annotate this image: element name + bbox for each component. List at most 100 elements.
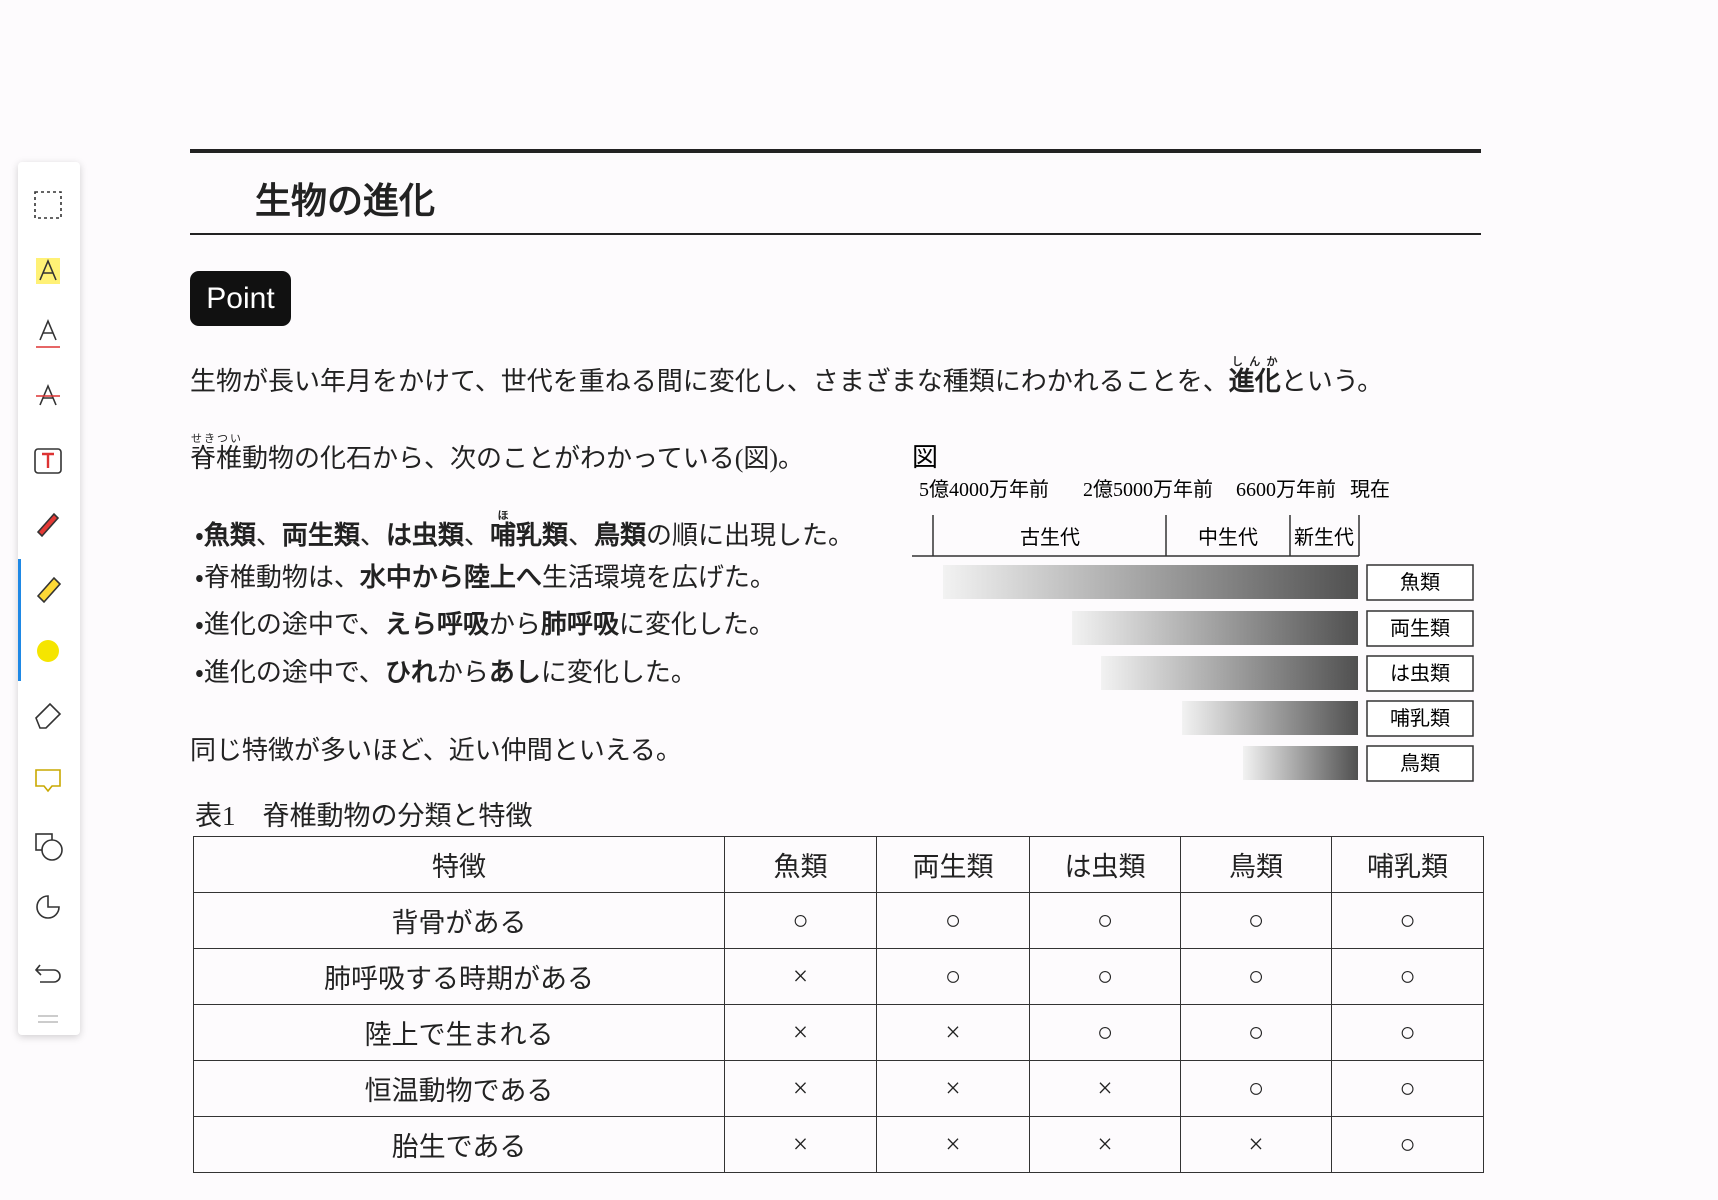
- group-label: は虫類: [1390, 662, 1450, 685]
- bullet-marker: ・: [195, 610, 204, 639]
- textbox-icon[interactable]: [34, 448, 62, 474]
- era-label: 古生代: [1020, 526, 1080, 549]
- shape-icon-circle: [41, 839, 63, 861]
- bullet-text: あし: [488, 657, 541, 687]
- table-feature-cell: 背骨がある: [193, 892, 725, 949]
- bullet-text: 鳥類: [593, 521, 646, 550]
- bullet-text: 、: [567, 521, 594, 550]
- fossil-ruby: せきつい: [190, 433, 243, 445]
- bullet-marker: ・: [195, 657, 204, 687]
- table-mark-cell: ○: [1331, 1116, 1484, 1173]
- bullet-text: から: [436, 657, 489, 687]
- bold-text: 肺呼吸: [541, 610, 619, 639]
- table-mark-cell: ○: [1029, 892, 1181, 949]
- bullet-text: 、: [359, 521, 386, 550]
- table-feature-cell: 恒温動物である: [193, 1060, 725, 1117]
- ruby-base: 哺: [489, 521, 516, 550]
- intro-ruby: しんか: [1228, 356, 1281, 368]
- table-mark-cell: ○: [1029, 1004, 1181, 1061]
- table-caption: 表1 脊椎動物の分類と特徴: [195, 801, 533, 831]
- table-header-cell: は虫類: [1029, 836, 1181, 893]
- table-feature-cell: 胎生である: [193, 1116, 725, 1173]
- table-mark-cell: ×: [1180, 1116, 1332, 1173]
- table-mark-cell: ○: [876, 948, 1030, 1005]
- time-label: 2億5000万年前: [1083, 478, 1213, 501]
- group-box: [1366, 610, 1474, 647]
- toolbar: [18, 162, 80, 1035]
- time-label: 6600万年前: [1236, 478, 1336, 501]
- bullet-text: えら呼吸: [384, 610, 489, 639]
- appearance-bar: [1101, 656, 1358, 690]
- intro-term-text: 進化: [1228, 367, 1281, 396]
- fossil-text: 脊椎せきつい動物の化石から、次のことがわかっている(図)。: [190, 433, 804, 479]
- bullet-text: 生活環境を広げた。: [541, 562, 776, 592]
- bullet-text: 魚類: [203, 521, 256, 550]
- table-row: 胎生である × × × × ○: [193, 1116, 1484, 1173]
- highlighter-icon[interactable]: [36, 576, 62, 604]
- table-mark-cell: ○: [1180, 1004, 1332, 1061]
- bold-text: あし: [489, 658, 541, 687]
- table-feature-cell: 肺呼吸する時期がある: [193, 948, 725, 1005]
- table-mark-cell: ×: [724, 1060, 877, 1117]
- table-mark-cell: ×: [876, 1116, 1030, 1173]
- select-icon[interactable]: [34, 191, 62, 219]
- bold-text: 哺ほ: [489, 510, 516, 550]
- table-header-cell: 両生類: [876, 836, 1030, 893]
- conclusion: 同じ特徴が多いほど、近い仲間といえる。: [190, 736, 682, 765]
- bullet-text: 両生類: [281, 521, 360, 550]
- bold-text: 乳類: [516, 521, 568, 550]
- era-label: 新生代: [1294, 526, 1354, 549]
- ruby-text: 哺ほ: [489, 510, 516, 550]
- underline-glyph[interactable]: [39, 318, 57, 341]
- table-mark-cell: ×: [1029, 1116, 1181, 1173]
- bullet: ・魚類、両生類、は虫類、哺ほ乳類、鳥類の順に出現した。: [195, 510, 854, 558]
- table-header-cell: 特徴: [193, 836, 725, 893]
- table-mark-cell: ×: [724, 1004, 877, 1061]
- table-mark-cell: ×: [1029, 1060, 1181, 1117]
- bullet-text: 進化の途中で、: [203, 610, 385, 639]
- bullet-text: 、: [255, 521, 282, 550]
- undo-icon[interactable]: [34, 964, 61, 983]
- eraser-icon[interactable]: [35, 702, 62, 729]
- era-frame: [912, 515, 1360, 557]
- intro-term: 進化しんか: [1228, 356, 1281, 396]
- highlight-text-glyph: [39, 258, 57, 281]
- time-label: 5億4000万年前: [919, 478, 1049, 501]
- active-indicator: [18, 559, 21, 681]
- bold-text: 水中から陸上へ: [360, 563, 542, 592]
- bullet-text: の順に出現した。: [646, 521, 855, 550]
- bullet-text: 乳類: [515, 521, 568, 550]
- bullet-marker: ・: [195, 521, 204, 550]
- table-header-cell: 魚類: [724, 836, 877, 893]
- color-picker[interactable]: [37, 640, 59, 662]
- bullet-text: 水中から陸上へ: [359, 562, 542, 592]
- table-header-cell: 鳥類: [1180, 836, 1332, 893]
- bold-text: 鳥類: [594, 521, 646, 550]
- drag-handle[interactable]: [38, 1015, 58, 1023]
- bullet-text: は虫類: [385, 521, 464, 550]
- figure-title: 図: [912, 443, 938, 472]
- pen-icon[interactable]: [36, 512, 60, 538]
- bullet-text: 脊椎動物は、: [203, 562, 360, 592]
- strike-glyph[interactable]: [39, 383, 57, 406]
- table-mark-cell: ○: [1331, 892, 1484, 949]
- point-badge: Point: [190, 271, 291, 326]
- bold-text: 両生類: [282, 521, 360, 550]
- table-mark-cell: ○: [1180, 948, 1332, 1005]
- bullet-text: から: [488, 610, 541, 639]
- toolbar-icons: [18, 191, 63, 1023]
- comment-icon[interactable]: [35, 769, 61, 793]
- group-label: 魚類: [1400, 571, 1440, 594]
- fossil-term: 脊椎せきつい: [190, 433, 242, 473]
- bullet-text: 、: [463, 521, 490, 550]
- table-mark-cell: ○: [876, 892, 1030, 949]
- intro-before: 生物が長い年月をかけて、世代を重ねる間に変化し、さまざまな種類にわかれることを、: [190, 367, 1229, 396]
- bullet: ・進化の途中で、えら呼吸から肺呼吸に変化した。: [195, 605, 854, 653]
- title-rule-top: [190, 149, 1481, 153]
- bold-text: は虫類: [386, 521, 464, 550]
- textbox-glyph: [42, 452, 54, 468]
- timer-icon[interactable]: [36, 895, 60, 919]
- table-row: 肺呼吸する時期がある × ○ ○ ○ ○: [193, 948, 1484, 1005]
